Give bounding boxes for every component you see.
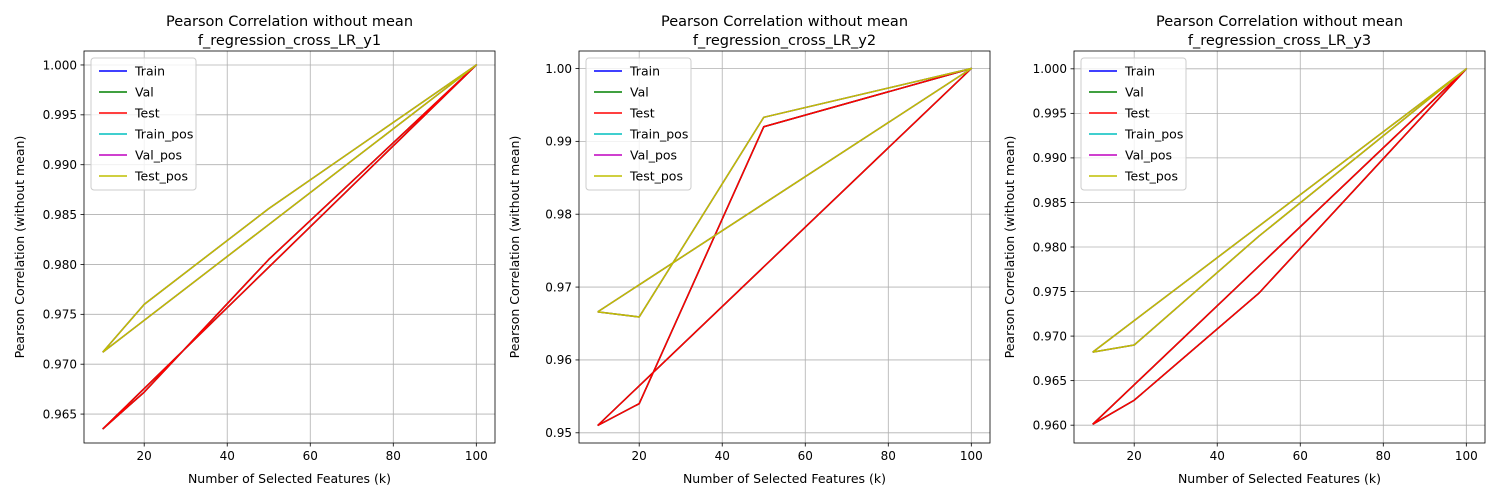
y-tick-label: 0.970 — [1033, 329, 1067, 343]
axes-frame — [83, 50, 496, 444]
y-axis-label: Pearson Correlation (without mean) — [507, 136, 522, 359]
series-line-test_pos — [1092, 68, 1468, 353]
series-lines — [1092, 68, 1468, 425]
y-tick-label: 0.975 — [1033, 285, 1067, 299]
y-tick-label: 0.965 — [43, 407, 77, 421]
legend-label: Train — [134, 64, 165, 79]
y-tick-label: 0.985 — [1033, 196, 1067, 210]
y-tick-label: 0.985 — [43, 208, 77, 222]
y-tick-label: 0.980 — [43, 258, 77, 272]
x-tick-label: 100 — [1455, 449, 1478, 463]
x-tick-label: 80 — [881, 449, 896, 463]
legend: Train Val Test Train_pos Val_pos Test_pos — [1080, 57, 1187, 191]
x-axis-label: Number of Selected Features (k) — [683, 471, 886, 486]
y-tick-label: 0.980 — [1033, 240, 1067, 254]
x-tick-label: 40 — [1210, 449, 1225, 463]
legend-label: Test_pos — [1124, 169, 1178, 184]
legend-label: Train_pos — [629, 127, 688, 142]
x-tick-label: 40 — [220, 449, 235, 463]
axes-frame — [578, 50, 991, 444]
legend-label: Test — [629, 106, 655, 121]
series-line-test — [597, 67, 973, 427]
x-axis-label: Number of Selected Features (k) — [1178, 471, 1381, 486]
chart-title-line-2: f_regression_cross_LR_y1 — [198, 33, 381, 49]
y-tick-label: 0.995 — [43, 108, 77, 122]
chart-title-line-2: f_regression_cross_LR_y2 — [693, 33, 876, 49]
legend-box — [1080, 57, 1187, 191]
y-tick-label: 0.975 — [43, 308, 77, 322]
series-line-test_pos — [597, 67, 973, 318]
legend-label: Val — [1125, 85, 1144, 100]
chart-panel-3: 20 40 60 80 100 0.960 0.965 0.970 0.975 0.980 0.98… — [1002, 14, 1486, 486]
y-tick-label: 0.995 — [1033, 107, 1067, 121]
x-tick-label: 100 — [465, 449, 488, 463]
y-tick-label: 0.98 — [545, 208, 572, 222]
series-line-test_pos — [102, 64, 478, 353]
chart-title-line-1: Pearson Correlation without mean — [1156, 14, 1403, 30]
y-tick-label: 1.000 — [1033, 62, 1067, 76]
x-tick-label: 40 — [715, 449, 730, 463]
series-lines — [102, 64, 478, 430]
x-tick-label: 80 — [1376, 449, 1391, 463]
y-tick-label: 0.960 — [1033, 418, 1067, 432]
chart-title-line-2: f_regression_cross_LR_y3 — [1188, 33, 1371, 49]
y-axis-label: Pearson Correlation (without mean) — [12, 136, 27, 359]
x-tick-label: 20 — [137, 449, 152, 463]
legend-label: Val_pos — [135, 148, 182, 163]
chart-panel-2: 20 40 60 80 100 0.95 0.96 0.97 0.98 0.99 1.00 Pears… — [507, 14, 991, 486]
legend-label: Test — [1124, 106, 1150, 121]
y-tick-label: 0.990 — [43, 158, 77, 172]
legend-label: Train_pos — [1124, 127, 1183, 142]
legend-label: Train — [629, 64, 660, 79]
legend-label: Val — [135, 85, 154, 100]
y-tick-label: 0.96 — [545, 353, 572, 367]
y-tick-label: 0.990 — [1033, 151, 1067, 165]
x-tick-label: 60 — [798, 449, 813, 463]
y-tick-label: 1.00 — [545, 62, 572, 76]
legend-label: Val_pos — [630, 148, 677, 163]
legend-label: Test_pos — [629, 169, 683, 184]
x-axis-label: Number of Selected Features (k) — [188, 471, 391, 486]
legend-box — [585, 57, 692, 191]
x-tick-label: 100 — [960, 449, 983, 463]
x-tick-label: 60 — [1293, 449, 1308, 463]
series-line-test — [1092, 68, 1468, 425]
legend-box — [90, 57, 197, 191]
y-tick-label: 0.99 — [545, 135, 572, 149]
legend-label: Train_pos — [134, 127, 193, 142]
x-tick-label: 20 — [1127, 449, 1142, 463]
y-tick-label: 0.965 — [1033, 374, 1067, 388]
legend-label: Test — [134, 106, 160, 121]
y-tick-label: 0.95 — [545, 426, 572, 440]
y-axis-label: Pearson Correlation (without mean) — [1002, 136, 1017, 359]
legend-label: Test_pos — [134, 169, 188, 184]
chart-title-line-1: Pearson Correlation without mean — [166, 14, 413, 30]
legend: Train Val Test Train_pos Val_pos Test_pos — [585, 57, 692, 191]
x-tick-label: 60 — [303, 449, 318, 463]
y-tick-label: 1.000 — [43, 58, 77, 72]
legend-label: Train — [1124, 64, 1155, 79]
y-tick-label: 0.97 — [545, 280, 572, 294]
chart-panel-1: 20 40 60 80 100 0.965 0.970 0.975 0.980 0.985 0.99… — [12, 14, 496, 486]
legend-label: Val_pos — [1125, 148, 1172, 163]
series-line-test — [102, 64, 478, 430]
series-lines — [597, 67, 973, 427]
chart-title-line-1: Pearson Correlation without mean — [661, 14, 908, 30]
x-tick-label: 80 — [386, 449, 401, 463]
legend: Train Val Test Train_pos Val_pos Test_pos — [90, 57, 197, 191]
legend-label: Val — [630, 85, 649, 100]
x-tick-label: 20 — [632, 449, 647, 463]
y-tick-label: 0.970 — [43, 358, 77, 372]
